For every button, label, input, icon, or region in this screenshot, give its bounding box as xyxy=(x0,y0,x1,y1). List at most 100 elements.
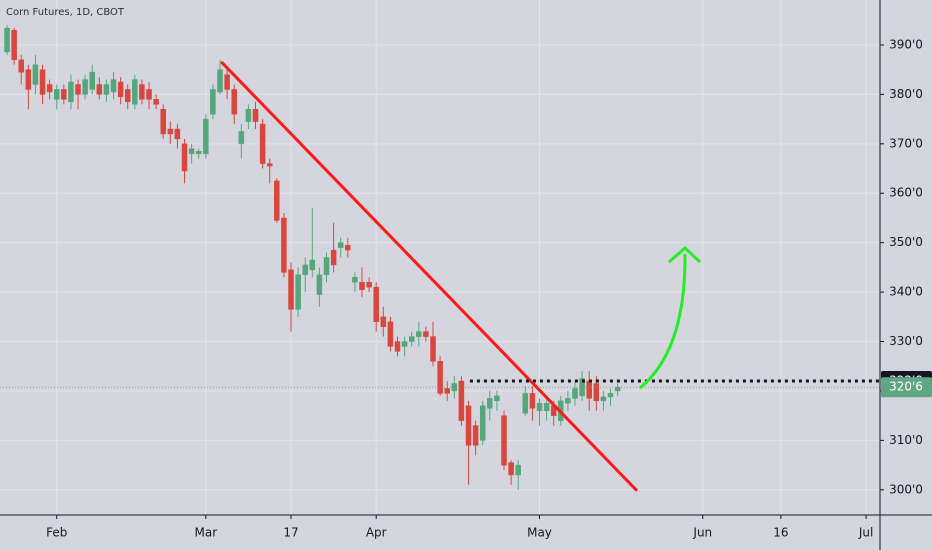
plot xyxy=(0,25,880,492)
candle-body xyxy=(53,89,60,100)
y-tick-label: 300'0 xyxy=(889,482,923,496)
y-tick-label: 340'0 xyxy=(889,285,923,299)
candle-body xyxy=(174,128,181,140)
y-tick-label: 350'0 xyxy=(889,235,923,249)
candle-body xyxy=(82,79,88,95)
price-label-box xyxy=(881,377,932,398)
x-tick-label: Jul xyxy=(858,526,873,540)
chart-title: Corn Futures, 1D, CBOT xyxy=(6,7,125,18)
candle-body xyxy=(345,244,351,251)
candle-body xyxy=(238,131,245,145)
candle-body xyxy=(373,286,379,323)
candle-body xyxy=(380,316,387,327)
y-tick-label: 310'0 xyxy=(889,433,923,447)
candle-body xyxy=(25,69,32,90)
candle-body xyxy=(465,405,472,446)
candle-body xyxy=(394,341,401,352)
y-tick-label: 360'0 xyxy=(889,186,923,200)
candle-body xyxy=(89,71,95,90)
candle-body xyxy=(323,257,330,276)
y-tick-label: 330'0 xyxy=(889,334,923,348)
candle-body xyxy=(586,380,592,399)
x-tick-label: 17 xyxy=(283,526,298,540)
candle-body xyxy=(337,242,344,248)
candle-body xyxy=(565,398,571,404)
candle-body xyxy=(458,380,465,421)
candle-body xyxy=(252,108,259,122)
y-tick-label: 380'0 xyxy=(889,87,923,101)
candle-body xyxy=(103,84,110,95)
candle-body xyxy=(401,341,408,347)
candle-body xyxy=(408,336,415,342)
candle-body xyxy=(529,393,536,409)
candle-body xyxy=(11,29,17,61)
arrow xyxy=(639,253,687,390)
y-tick-label: 390'0 xyxy=(889,37,923,51)
candle-body xyxy=(543,403,550,411)
candle-body xyxy=(430,336,436,362)
candle-body xyxy=(224,74,230,90)
candle-body xyxy=(309,259,316,271)
candle-body xyxy=(437,361,443,394)
candle-body xyxy=(572,388,578,399)
candle-body xyxy=(110,79,117,93)
price-label: 320'6 xyxy=(889,380,923,394)
candle-body xyxy=(167,128,174,135)
candle-body xyxy=(245,108,252,122)
candle-body xyxy=(593,383,600,402)
candle-body xyxy=(423,331,429,337)
candle-body xyxy=(39,69,46,95)
candle-body xyxy=(501,415,507,466)
candle-body xyxy=(139,84,145,100)
candle-body xyxy=(61,89,67,100)
candle-body xyxy=(508,462,514,476)
candle-body xyxy=(316,274,323,295)
candle-body xyxy=(217,69,223,93)
candle-body xyxy=(302,264,308,276)
candle-body xyxy=(18,59,24,73)
candle-body xyxy=(117,81,124,98)
candle-body xyxy=(387,321,394,347)
candle-body xyxy=(210,89,216,115)
x-tick-label: Jun xyxy=(692,526,712,540)
candle-body xyxy=(487,398,493,409)
candle-body xyxy=(160,108,166,135)
candle-body xyxy=(274,180,280,221)
candle-body xyxy=(153,99,159,105)
candle-body xyxy=(195,150,202,154)
candle-body xyxy=(203,118,209,154)
candle-body xyxy=(181,143,188,172)
candle-body xyxy=(132,79,138,105)
arrow-head xyxy=(668,246,702,264)
candle-body xyxy=(330,249,337,266)
x-tick-label: Feb xyxy=(46,526,67,540)
candle-body xyxy=(281,217,287,273)
x-tick-label: Apr xyxy=(366,526,387,540)
candle-body xyxy=(96,84,103,95)
candle-body xyxy=(146,89,152,100)
axes: 300'0310'0320'0330'0340'0350'0360'0370'0… xyxy=(46,37,932,540)
candle-body xyxy=(295,274,301,310)
candle-body xyxy=(75,84,81,95)
candle-body xyxy=(515,464,521,476)
candle-body xyxy=(416,331,422,337)
x-tick-label: Mar xyxy=(194,526,217,540)
candle-body xyxy=(266,163,273,167)
candle-body xyxy=(124,89,131,103)
candle-body xyxy=(444,388,450,394)
candle-body xyxy=(352,277,358,283)
candle-body xyxy=(522,393,529,414)
candle-body xyxy=(607,393,614,398)
candle-body xyxy=(600,396,607,402)
candle-body xyxy=(188,148,195,154)
candle-body xyxy=(536,403,543,411)
candle-body xyxy=(259,123,266,164)
y-tick-label: 370'0 xyxy=(889,136,923,150)
x-tick-label: May xyxy=(527,526,552,540)
candle-body xyxy=(366,281,372,288)
candle-body xyxy=(46,84,53,93)
candle-body xyxy=(472,425,479,446)
